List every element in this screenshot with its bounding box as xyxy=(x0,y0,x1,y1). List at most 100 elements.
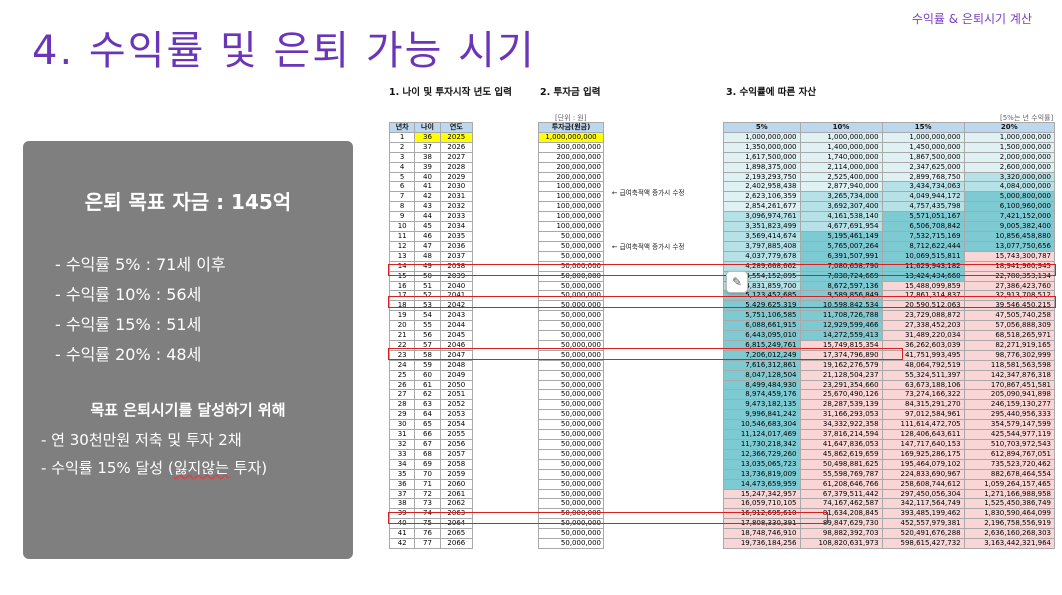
table-row: 5 40 2029 xyxy=(388,171,474,183)
table-cell: 2034 xyxy=(439,221,474,232)
table-cell: 3,692,307,400 xyxy=(799,201,883,213)
annotation-note: ← 급여축적액 증가시 수정 xyxy=(612,189,685,197)
table-row: 7 42 2031 xyxy=(388,191,474,203)
table-cell: 2030 xyxy=(439,181,474,193)
table-cell: 50,000,000 xyxy=(538,538,604,549)
table-row: 8,499,484,930 23,291,354,660 63,673,188,10… xyxy=(723,379,1056,391)
table-cell: 2061 xyxy=(439,488,474,500)
table-cell: 2049 xyxy=(439,369,474,381)
table-cell: 66 xyxy=(414,429,441,440)
table-row: 50,000,000 xyxy=(538,399,604,411)
table-cell: 224,833,690,967 xyxy=(881,468,965,480)
table-cell: 36 xyxy=(388,478,416,490)
table-cell: 15,488,099,859 xyxy=(881,280,965,292)
table-cell: 612,894,767,051 xyxy=(963,448,1056,460)
table-row: 300,000,000 xyxy=(538,141,604,153)
table-cell: 3,096,974,761 xyxy=(723,211,801,223)
table-cell: 40 xyxy=(414,171,441,183)
table-cell: 16,059,710,105 xyxy=(723,498,801,510)
table-cell: 61,208,646,766 xyxy=(799,478,883,490)
table-cell: 2057 xyxy=(439,448,474,460)
table-row: 50,000,000 xyxy=(538,538,604,549)
table-cell: 50,000,000 xyxy=(538,379,604,391)
table-cell: 12 xyxy=(388,240,416,252)
table-row: 50,000,000 xyxy=(538,478,604,490)
col-header-rate-5: 5% xyxy=(723,122,801,133)
table-cell: 50,000,000 xyxy=(538,250,604,262)
table-cell: 5,751,106,585 xyxy=(723,310,801,322)
table-cell: 1,400,000,000 xyxy=(799,141,883,153)
table-cell: 200,000,000 xyxy=(538,161,604,173)
table-row: 14,473,659,959 61,208,646,766 258,608,744,… xyxy=(723,478,1056,490)
table-row: 16 51 2040 xyxy=(388,280,474,292)
table-cell: 67,379,511,442 xyxy=(799,488,883,500)
asset-growth-table: 5% 10% 15% 20% 1,000,000,000 1,000,000,00… xyxy=(723,122,1056,549)
table-cell: 15,743,300,787 xyxy=(963,250,1056,262)
table-cell: 2053 xyxy=(439,409,474,421)
table-cell: 2045 xyxy=(439,330,474,341)
table-cell: 2,000,000,000 xyxy=(963,151,1056,163)
table-row: 2,402,958,438 2,877,940,000 3,434,734,063 4… xyxy=(723,181,1056,193)
table-cell: 48,064,792,519 xyxy=(881,359,965,371)
table-cell: 2062 xyxy=(439,498,474,510)
table-cell: 11,124,017,469 xyxy=(723,429,801,440)
strategy-heading: 목표 은퇴시기를 달성하기 위해 xyxy=(90,401,286,419)
table-cell: 8,672,597,136 xyxy=(799,280,883,292)
table-cell: 2036 xyxy=(439,240,474,252)
table-row: 27 62 2051 xyxy=(388,389,474,401)
table-cell: 55 xyxy=(414,320,441,332)
highlight-box-row-13 xyxy=(388,264,1056,276)
table-cell: 70 xyxy=(414,468,441,480)
table-cell: 2,854,261,677 xyxy=(723,201,801,213)
table-row: 50,000,000 xyxy=(538,369,604,381)
highlight-box-row-21 xyxy=(388,348,903,360)
table-cell: 5,765,007,264 xyxy=(799,240,883,252)
table-cell: 2051 xyxy=(439,389,474,401)
col-header-age: 나이 xyxy=(414,122,441,133)
table-cell: 1,000,000,000 xyxy=(963,131,1056,143)
table-cell: 55,324,511,397 xyxy=(881,369,965,381)
table-cell: 28 xyxy=(388,399,416,411)
table-cell: 147,717,640,153 xyxy=(881,439,965,450)
rate-note: [5%는 년 수익률] xyxy=(1000,114,1054,122)
table-cell: 8,974,459,176 xyxy=(723,389,801,401)
table-cell: 2027 xyxy=(439,151,474,163)
table-row: 16,912,695,610 81,634,208,845 393,485,199,… xyxy=(723,508,1056,520)
table-cell: 62 xyxy=(414,389,441,401)
table-cell: 100,000,000 xyxy=(538,181,604,193)
table-cell: 520,491,676,288 xyxy=(881,528,965,540)
table-row: 26 61 2050 xyxy=(388,379,474,391)
table-cell: 23,729,088,872 xyxy=(881,310,965,322)
table-row: 34 69 2058 xyxy=(388,458,474,470)
table-cell: 47 xyxy=(414,240,441,252)
highlight-box-row-36 xyxy=(388,512,828,524)
table-cell: 2066 xyxy=(439,538,474,549)
table-row: 12 47 2036 xyxy=(388,240,474,252)
table-cell: 45 xyxy=(414,221,441,232)
table-cell: 34,332,922,358 xyxy=(799,419,883,431)
table-cell: 32 xyxy=(388,439,416,450)
table-cell: 100,000,000 xyxy=(538,191,604,203)
table-cell: 15,247,342,957 xyxy=(723,488,801,500)
table-cell: 73,274,166,322 xyxy=(881,389,965,401)
col-header-year: 연도 xyxy=(439,122,474,133)
table-row: 38 73 2062 xyxy=(388,498,474,510)
table-row: 3,096,974,761 4,161,538,140 5,571,051,167 7… xyxy=(723,211,1056,223)
table-cell: 47,505,740,258 xyxy=(963,310,1056,322)
table-row: 9,473,182,135 28,287,539,139 84,315,291,27… xyxy=(723,399,1056,411)
table-cell: 60 xyxy=(414,369,441,381)
table-row: 4,831,859,700 8,672,597,136 15,488,099,859… xyxy=(723,280,1056,292)
table-row: 4 39 2028 xyxy=(388,161,474,173)
table-cell: 84,315,291,270 xyxy=(881,399,965,411)
table-cell: 2025 xyxy=(439,131,474,143)
table-cell: 2055 xyxy=(439,429,474,440)
table-cell: 2060 xyxy=(439,478,474,490)
table-cell: 14,272,559,413 xyxy=(799,330,883,341)
table-cell: 200,000,000 xyxy=(538,151,604,163)
age-year-table: 년차 나이 연도 1 36 2025 2 37 2026 3 38 2027 4 39 2028 5 40… xyxy=(388,122,474,549)
table-row: 13,736,819,009 55,598,769,787 224,833,690,… xyxy=(723,468,1056,480)
magic-wand-icon[interactable]: ✎ xyxy=(726,271,748,293)
table-cell: 2 xyxy=(388,141,416,153)
table-row: 100,000,000 xyxy=(538,201,604,213)
table-cell: 2050 xyxy=(439,379,474,391)
